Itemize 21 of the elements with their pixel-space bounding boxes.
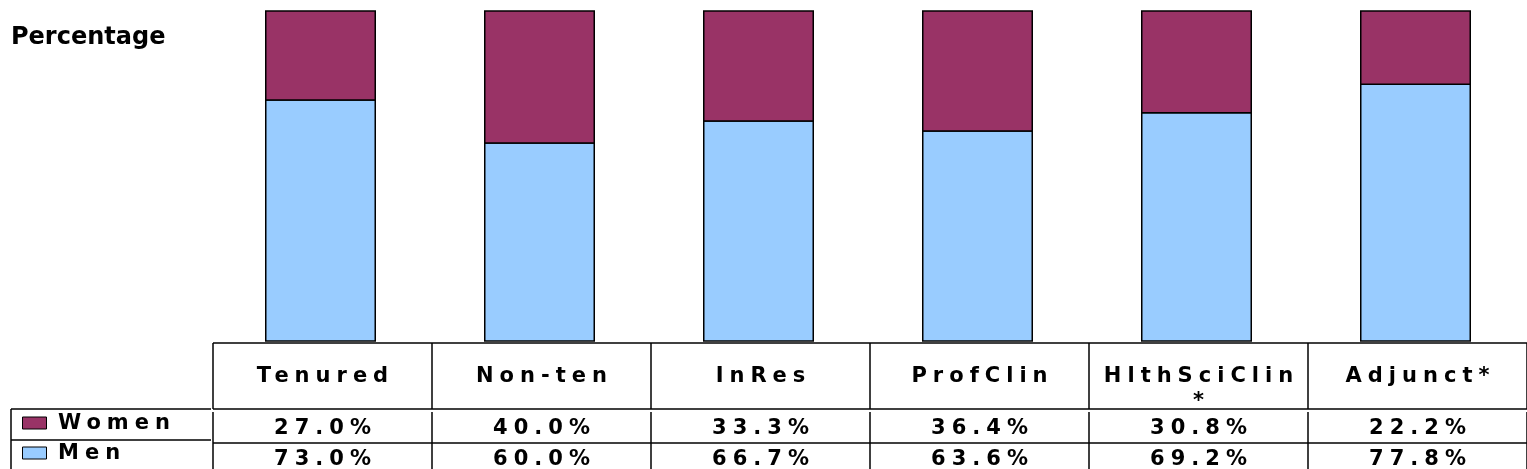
data-label: 22.2% (1369, 414, 1472, 439)
x-tick-label: Tenured (256, 363, 395, 387)
data-label: 40.0% (493, 414, 596, 439)
y-axis-title: Percentage (11, 22, 166, 50)
data-label: 66.7% (712, 445, 815, 469)
x-tick-label: InRes (715, 363, 812, 387)
legend-label: Women (58, 410, 176, 434)
data-label: 63.6% (931, 445, 1034, 469)
data-label: 33.3% (712, 414, 815, 439)
x-tick-label: Adjunct* (1345, 363, 1496, 387)
data-label: 60.0% (493, 445, 596, 469)
legend-label: Men (58, 440, 127, 464)
data-label: 77.8% (1369, 445, 1472, 469)
data-label: 73.0% (274, 445, 377, 469)
x-tick-label: ProfClin (911, 363, 1054, 387)
data-label: 27.0% (274, 414, 377, 439)
data-label: 30.8% (1150, 414, 1253, 439)
x-tick-label: Non-ten (476, 363, 613, 387)
data-label: 69.2% (1150, 445, 1253, 469)
data-label: 36.4% (931, 414, 1034, 439)
x-tick-label: HlthSciClin* (1103, 363, 1300, 412)
